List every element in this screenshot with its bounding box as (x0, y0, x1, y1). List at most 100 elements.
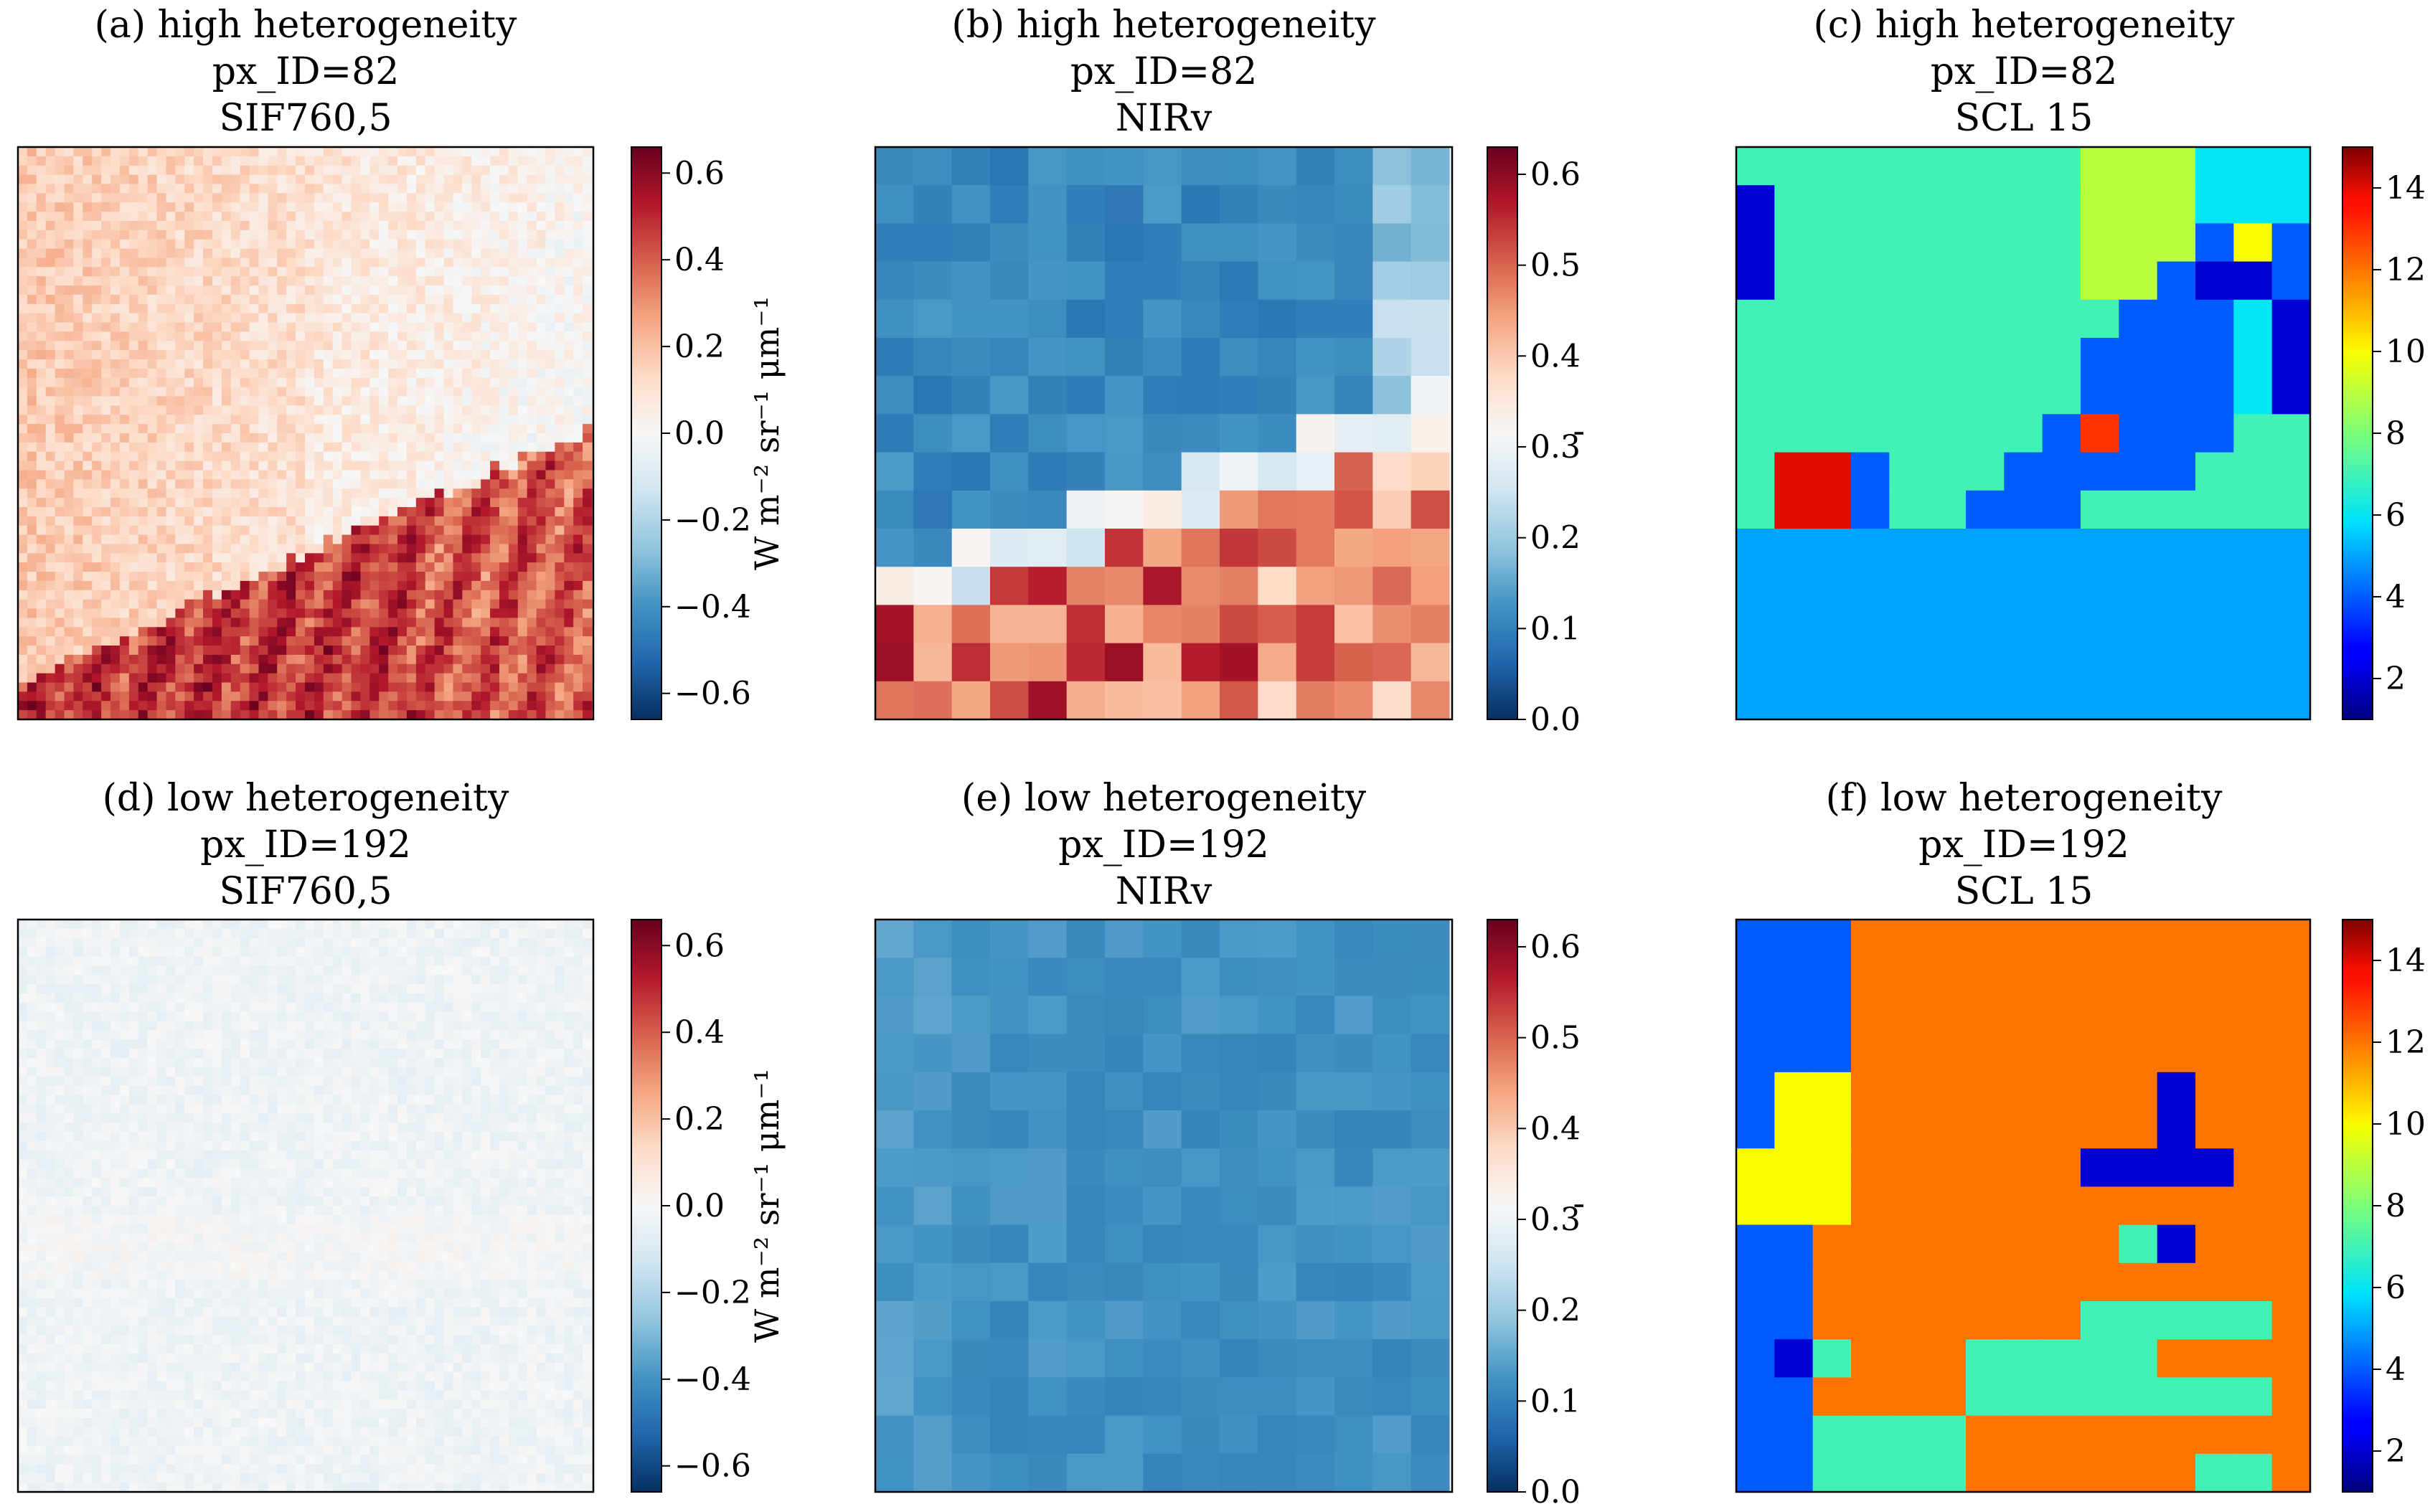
heatmap-cell (1812, 223, 1852, 263)
heatmap-cell (462, 646, 472, 656)
heatmap-cell (323, 544, 334, 554)
heatmap-cell (296, 618, 306, 628)
heatmap-cell (351, 377, 362, 388)
heatmap-cell (527, 920, 537, 930)
heatmap-cell (351, 590, 362, 600)
heatmap-cell (555, 516, 565, 526)
heatmap-cell (27, 553, 37, 563)
heatmap-cell (249, 451, 260, 462)
heatmap-cell (443, 516, 454, 526)
heatmap-cell (555, 424, 565, 434)
heatmap-cell (332, 928, 343, 939)
heatmap-cell (323, 350, 334, 360)
heatmap-cell (2233, 147, 2273, 186)
heatmap-cell (517, 202, 528, 212)
heatmap-cell (990, 414, 1029, 453)
heatmap-cell (221, 368, 232, 379)
heatmap-cell (277, 1002, 287, 1013)
heatmap-cell (45, 331, 56, 341)
heatmap-cell (156, 174, 167, 185)
heatmap-cell (64, 701, 75, 711)
heatmap-cell (119, 572, 130, 582)
heatmap-cell (203, 313, 213, 323)
heatmap-cell (296, 984, 306, 994)
heatmap-cell (36, 267, 47, 277)
heatmap-cell (434, 691, 445, 701)
heatmap-cell (296, 654, 306, 665)
heatmap-cell (508, 975, 519, 985)
heatmap-cell (305, 248, 315, 259)
heatmap-cell (517, 165, 528, 176)
heatmap-cell (45, 193, 56, 203)
heatmap-cell (499, 920, 509, 930)
heatmap-cell (545, 267, 555, 277)
heatmap-cell (110, 442, 121, 453)
heatmap-cell (1220, 605, 1258, 644)
heatmap-cell (545, 965, 555, 975)
heatmap-cell (2119, 414, 2158, 453)
heatmap-cell (230, 341, 241, 351)
heatmap-cell (415, 303, 426, 314)
heatmap-cell (453, 580, 463, 591)
heatmap-cell (175, 553, 185, 563)
heatmap-cell (203, 654, 213, 665)
heatmap-cell (397, 424, 408, 434)
heatmap-cell (240, 313, 250, 323)
heatmap-cell (913, 490, 953, 529)
heatmap-cell (573, 975, 583, 985)
heatmap-cell (277, 920, 287, 930)
heatmap-cell (332, 479, 343, 489)
heatmap-cell (138, 599, 149, 610)
heatmap-cell (499, 599, 509, 610)
heatmap-cell (45, 673, 56, 684)
heatmap-cell (1774, 299, 1814, 339)
heatmap-cell (156, 230, 167, 240)
heatmap-cell (296, 553, 306, 563)
heatmap-cell (258, 516, 268, 526)
heatmap-cell (314, 165, 324, 176)
heatmap-cell (110, 663, 121, 674)
heatmap-cell (453, 636, 463, 646)
heatmap-cell (203, 257, 213, 268)
heatmap-cell (268, 673, 278, 684)
heatmap-cell (147, 928, 158, 939)
heatmap-cell (314, 654, 324, 665)
heatmap-cell (508, 525, 519, 536)
heatmap-cell (119, 424, 130, 434)
heatmap-cell (583, 580, 593, 591)
heatmap-cell (18, 937, 28, 948)
heatmap-cell (73, 322, 83, 333)
heatmap-cell (175, 239, 185, 250)
heatmap-cell (1220, 490, 1258, 529)
heatmap-cell (101, 184, 111, 194)
heatmap-cell (92, 618, 102, 628)
heatmap-cell (277, 433, 287, 443)
heatmap-cell (45, 147, 56, 157)
heatmap-cell (508, 405, 519, 415)
heatmap-cell (397, 276, 408, 286)
heatmap-cell (332, 424, 343, 434)
heatmap-cell (555, 608, 565, 619)
heatmap-cell (258, 993, 268, 1003)
heatmap-cell (351, 156, 362, 166)
heatmap-cell (101, 350, 111, 360)
heatmap-cell (415, 1002, 426, 1013)
heatmap-cell (555, 965, 565, 975)
heatmap-cell (18, 618, 28, 628)
heatmap-cell (471, 928, 481, 939)
heatmap-cell (434, 294, 445, 305)
heatmap-cell (388, 580, 398, 591)
heatmap-cell (249, 147, 260, 157)
colorbar-tick-label: 4 (2386, 579, 2406, 615)
heatmap-cell (499, 572, 509, 582)
heatmap-cell (481, 498, 491, 508)
heatmap-cell (249, 599, 260, 610)
heatmap-cell (128, 965, 139, 975)
heatmap-cell (92, 920, 102, 930)
heatmap-cell (194, 920, 204, 930)
heatmap-cell (203, 627, 213, 637)
heatmap-cell (379, 599, 389, 610)
heatmap-cell (406, 368, 417, 379)
heatmap-cell (184, 193, 194, 203)
heatmap-cell (323, 165, 334, 176)
